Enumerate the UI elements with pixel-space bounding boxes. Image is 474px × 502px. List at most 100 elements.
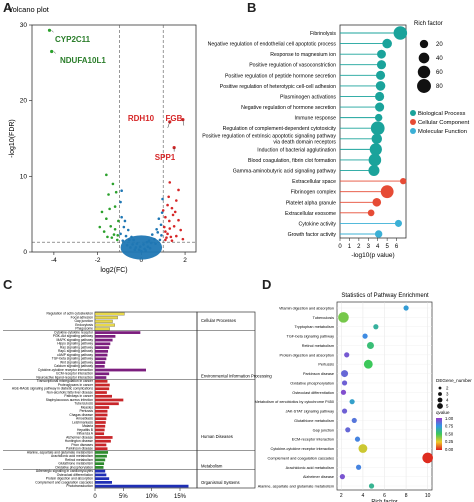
category-bar — [95, 436, 113, 439]
down-point — [105, 173, 108, 177]
category-bar — [95, 342, 111, 346]
y-axis-label: -log10(FDR) — [9, 119, 16, 158]
term-dot — [382, 38, 392, 49]
ns-point — [134, 246, 138, 249]
up-point — [179, 228, 182, 232]
x-axis-label: log2(FC) — [100, 267, 127, 274]
category-bar — [95, 458, 106, 462]
pathway-enrichment-panel: Statistics of Pathway Enrichment 2 4 6 8 10 Ri… — [255, 293, 473, 502]
down-point — [102, 230, 106, 233]
ns-point — [149, 241, 153, 245]
pathway-dot — [344, 352, 350, 358]
group-label: Environmental Information Processing — [201, 373, 272, 378]
category-bar — [95, 432, 105, 436]
labeled-point — [50, 49, 54, 54]
up-point — [166, 232, 169, 236]
ns-point — [153, 237, 156, 241]
ns-point — [125, 243, 129, 247]
gene-label-arrow — [53, 51, 56, 54]
bar-label: Glutathione metabolism — [58, 462, 93, 466]
size-legend-label: 20 — [436, 42, 443, 48]
term-label: Positive regulation of heterotypic cell-… — [220, 84, 336, 90]
category-bar — [95, 383, 110, 387]
term-label: Response to magnesium ion — [270, 52, 336, 58]
pathway-label: Metabolism of xenobiotics by cytochrome … — [255, 400, 334, 404]
x-tick-label: 15% — [174, 494, 187, 500]
x-tick-label: 3 — [367, 244, 371, 250]
pathway-dot — [373, 324, 379, 330]
term-dot — [370, 121, 385, 136]
gene-label-arrow — [51, 30, 54, 33]
size-legend-title: Rich factor — [414, 21, 443, 27]
bar-label: Cytokine-cytokine receptor — [54, 330, 94, 334]
term-dot — [371, 133, 382, 145]
size-legend-dot — [418, 52, 430, 64]
category-bar — [95, 372, 110, 376]
up-point — [168, 227, 172, 230]
category-bar — [95, 481, 112, 484]
category-bar — [94, 323, 115, 327]
category-bar — [95, 334, 116, 338]
pathway-label: Alzheimer disease — [303, 475, 334, 479]
ns-point — [160, 211, 164, 214]
ns-point — [135, 242, 139, 245]
pathway-dot — [349, 399, 355, 405]
pathway-dot — [341, 370, 349, 378]
x-tick-label: 0 — [338, 244, 342, 250]
bar-label: Influenza A — [77, 432, 94, 436]
term-label: Growth factor activity — [288, 232, 337, 238]
up-point — [171, 213, 175, 217]
term-label: Regulation of complement-dependent cytot… — [223, 126, 337, 132]
down-point — [113, 205, 117, 208]
ns-point — [159, 223, 163, 227]
up-point — [172, 224, 176, 228]
category-legend-dot — [410, 128, 416, 134]
x-tick-label: 0 — [93, 494, 97, 500]
category-bar — [95, 473, 107, 477]
x-tick-label: -2 — [95, 257, 101, 264]
up-point — [164, 238, 167, 242]
pathway-label: Tuberculosis — [313, 316, 334, 320]
gene-label: FGB — [166, 114, 183, 123]
category-bar — [94, 316, 118, 320]
gene-label-arrow — [182, 119, 185, 126]
kegg-classification-panel: Cellular Processes Environmental Informat… — [3, 311, 272, 500]
panel-label-b: B — [247, 0, 257, 15]
x-tick-label: 2 — [340, 493, 343, 499]
ns-point — [140, 249, 143, 253]
bar-label: Focal adhesion — [71, 315, 94, 319]
bar-label: Wnt signaling pathway — [60, 360, 93, 364]
x-tick-label: 4 — [362, 493, 365, 499]
bar-label: AGE-RAGE signaling pathway in diabetic c… — [12, 387, 94, 391]
category-bar — [95, 368, 146, 372]
down-point — [110, 236, 114, 239]
term-label: Plasminogen activations — [280, 94, 336, 100]
term-dot — [400, 177, 407, 185]
pathway-label: Oxidative phosphorylation — [290, 381, 334, 385]
x-tick-label: 4 — [376, 244, 380, 250]
ns-point — [123, 219, 127, 223]
term-dot — [368, 153, 382, 167]
pathway-dot — [341, 380, 348, 386]
bar-label: Complement and coagulation cascades — [35, 480, 93, 484]
color-legend-title: qvalue — [436, 410, 450, 415]
term-dot — [374, 113, 383, 122]
bar-label: Staphylococcus aureus infection — [46, 398, 93, 402]
group-label: Organismal Systems — [201, 480, 240, 485]
x-tick-label: 1 — [348, 244, 352, 250]
ns-point-cloud — [120, 235, 163, 260]
bar-label: Proteoglycans in cancer — [58, 383, 94, 387]
ns-point — [145, 240, 149, 244]
size-legend-dot — [419, 39, 429, 49]
color-legend-tick: 0.25 — [445, 439, 454, 444]
ns-point — [130, 235, 133, 239]
ns-point — [120, 189, 123, 193]
y-tick-label: 30 — [20, 22, 28, 29]
up-point — [170, 206, 174, 210]
ns-point — [121, 239, 125, 242]
down-point — [111, 182, 115, 186]
gene-label-arrow — [167, 121, 170, 128]
pathway-dot — [368, 483, 375, 489]
size-legend-dot — [417, 79, 431, 93]
ns-point — [154, 242, 157, 245]
